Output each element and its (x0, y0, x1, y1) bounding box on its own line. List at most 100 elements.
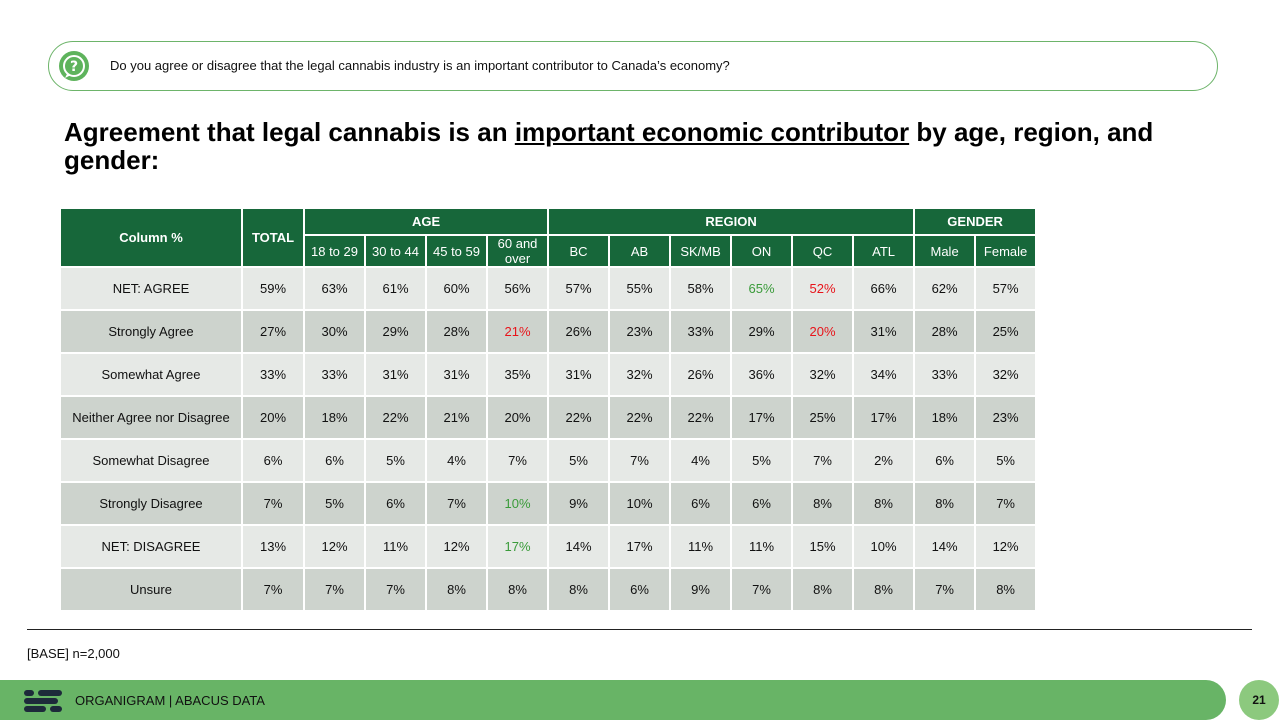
column-pct-header: Column % (61, 209, 243, 268)
table-cell: 23% (610, 311, 672, 354)
table-cell: 27% (243, 311, 305, 354)
table-cell: 22% (366, 397, 427, 440)
column-header: Female (976, 236, 1038, 268)
table-cell: 9% (549, 483, 611, 526)
table-cell: 6% (610, 569, 672, 612)
table-cell: 7% (610, 440, 672, 483)
table-cell: 10% (488, 483, 550, 526)
table-row: Neither Agree nor Disagree 20% 18% 22% 21% 20… (61, 397, 1038, 440)
table-cell: 11% (671, 526, 733, 569)
table-cell: 22% (549, 397, 611, 440)
row-label: Unsure (61, 569, 243, 612)
table-cell: 10% (610, 483, 672, 526)
row-label: Strongly Disagree (61, 483, 243, 526)
table-cell: 59% (243, 268, 305, 311)
table-cell: 5% (732, 440, 794, 483)
table-cell: 6% (732, 483, 794, 526)
row-label: Neither Agree nor Disagree (61, 397, 243, 440)
table-cell: 8% (793, 483, 855, 526)
table-cell: 17% (488, 526, 550, 569)
table-cell: 12% (976, 526, 1038, 569)
table-cell: 12% (427, 526, 488, 569)
table-cell: 21% (488, 311, 550, 354)
table-cell: 23% (976, 397, 1038, 440)
row-label: Strongly Agree (61, 311, 243, 354)
table-cell: 31% (549, 354, 611, 397)
table-cell: 25% (976, 311, 1038, 354)
footer-divider (27, 629, 1252, 630)
table-row: Strongly Agree 27% 30% 29% 28% 21% 26% 23% 33% 29… (61, 311, 1038, 354)
column-header: BC (549, 236, 611, 268)
table-cell: 33% (915, 354, 977, 397)
table-cell: 7% (488, 440, 550, 483)
table-cell: 6% (305, 440, 366, 483)
table-cell: 33% (243, 354, 305, 397)
table-cell: 32% (793, 354, 855, 397)
region-group-header: REGION (549, 209, 916, 236)
table-cell: 7% (793, 440, 855, 483)
table-cell: 31% (366, 354, 427, 397)
table-cell: 7% (305, 569, 366, 612)
table-cell: 8% (549, 569, 611, 612)
column-header: 30 to 44 (366, 236, 427, 268)
title-underlined: important economic contributor (514, 117, 910, 147)
row-label: Somewhat Agree (61, 354, 243, 397)
table-cell: 28% (915, 311, 977, 354)
table-cell: 34% (854, 354, 916, 397)
table-cell: 7% (243, 569, 305, 612)
column-header: AB (610, 236, 672, 268)
table-cell: 56% (488, 268, 550, 311)
table-cell: 7% (976, 483, 1038, 526)
table-cell: 66% (854, 268, 916, 311)
table-cell: 5% (549, 440, 611, 483)
table-cell: 58% (671, 268, 733, 311)
table-cell: 26% (671, 354, 733, 397)
table-row: Strongly Disagree 7% 5% 6% 7% 10% 9% 10% 6% 6% 8% 8… (61, 483, 1038, 526)
column-header: QC (793, 236, 855, 268)
column-header: 60 and over (488, 236, 550, 268)
table-cell: 32% (976, 354, 1038, 397)
table-cell: 20% (243, 397, 305, 440)
page-title: Agreement that legal cannabis is an impo… (64, 118, 1224, 174)
table-cell: 4% (671, 440, 733, 483)
age-group-header: AGE (305, 209, 550, 236)
table-cell: 4% (427, 440, 488, 483)
table-cell: 13% (243, 526, 305, 569)
column-header: ATL (854, 236, 916, 268)
table-cell: 36% (732, 354, 794, 397)
table-cell: 6% (671, 483, 733, 526)
question-text: Do you agree or disagree that the legal … (110, 58, 730, 73)
table-cell: 63% (305, 268, 366, 311)
table-cell: 22% (610, 397, 672, 440)
column-header: 18 to 29 (305, 236, 366, 268)
table-row: Unsure 7% 7% 7% 8% 8% 8% 6% 9% 7% 8% 8% 7% 8% (61, 569, 1038, 612)
table-row: NET: DISAGREE 13% 12% 11% 12% 17% 14% 17% 11% 11%… (61, 526, 1038, 569)
page-number: 21 (1239, 680, 1279, 720)
question-icon: ? (59, 51, 89, 81)
table-cell: 29% (732, 311, 794, 354)
table-cell: 55% (610, 268, 672, 311)
table-cell: 31% (427, 354, 488, 397)
title-part1: Agreement that legal cannabis is an (64, 117, 515, 147)
footer-bar: ORGANIGRAM | ABACUS DATA (0, 680, 1226, 720)
table-cell: 6% (366, 483, 427, 526)
table-cell: 8% (854, 483, 916, 526)
table-cell: 60% (427, 268, 488, 311)
table-cell: 7% (366, 569, 427, 612)
table-cell: 8% (976, 569, 1038, 612)
table-cell: 33% (671, 311, 733, 354)
table-cell: 17% (732, 397, 794, 440)
table-cell: 17% (854, 397, 916, 440)
table-cell: 65% (732, 268, 794, 311)
column-header: 45 to 59 (427, 236, 488, 268)
table-cell: 7% (915, 569, 977, 612)
table-cell: 12% (305, 526, 366, 569)
row-label: NET: AGREE (61, 268, 243, 311)
table-row: NET: AGREE 59% 63% 61% 60% 56% 57% 55% 58% 65% 52%… (61, 268, 1038, 311)
row-label: Somewhat Disagree (61, 440, 243, 483)
table-cell: 57% (549, 268, 611, 311)
table-cell: 15% (793, 526, 855, 569)
table-cell: 31% (854, 311, 916, 354)
table-cell: 32% (610, 354, 672, 397)
table-cell: 61% (366, 268, 427, 311)
